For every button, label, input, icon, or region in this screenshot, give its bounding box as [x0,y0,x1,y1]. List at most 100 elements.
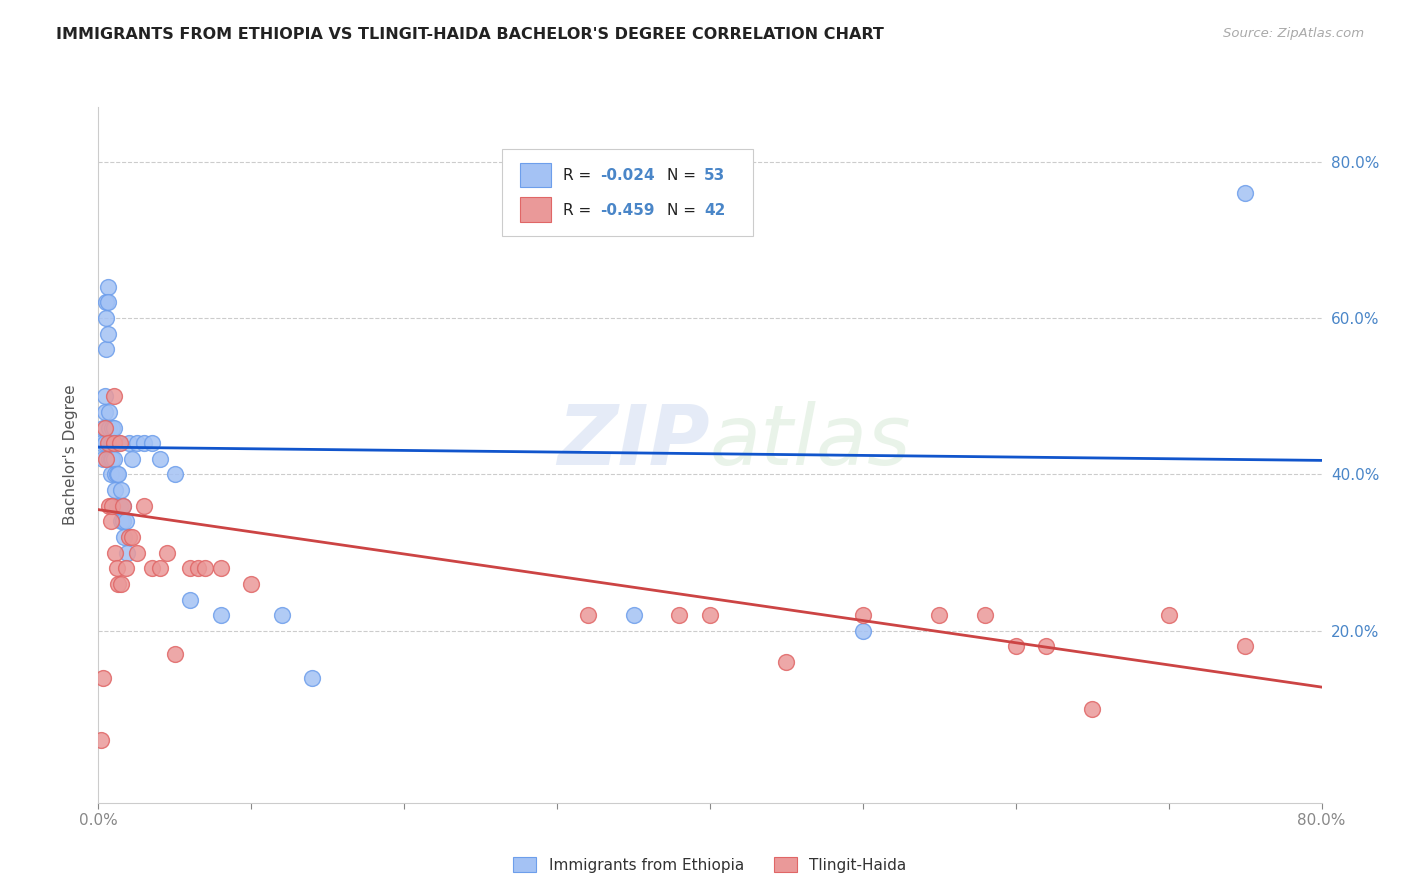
Point [699,608,721,623]
Point [93,389,115,403]
Point [149,561,172,575]
Point [1004,640,1026,654]
Point [156,546,179,560]
Point [121,451,143,466]
Text: IMMIGRANTS FROM ETHIOPIA VS TLINGIT-HAIDA BACHELOR'S DEGREE CORRELATION CHART: IMMIGRANTS FROM ETHIOPIA VS TLINGIT-HAID… [56,27,884,42]
Point [97,436,120,450]
Point [179,561,201,575]
Point [125,546,148,560]
Text: R =: R = [564,168,596,183]
Point [94,295,117,310]
Point [163,647,186,661]
Point [93,436,115,450]
Point [101,436,124,450]
Point [852,624,875,638]
Point [187,561,209,575]
Point [103,436,125,450]
Point [301,671,323,685]
Point [107,436,129,450]
Point [105,499,128,513]
Point [852,608,875,623]
Point [100,514,122,528]
Point [110,514,132,528]
Point [270,608,292,623]
Point [668,608,690,623]
Point [98,436,121,450]
Point [1234,186,1257,200]
Point [107,577,129,591]
Point [90,733,112,747]
Point [111,499,134,513]
Point [163,467,186,482]
Point [1157,608,1180,623]
Text: 42: 42 [704,202,725,218]
Point [103,436,125,450]
Point [179,592,201,607]
Point [141,436,163,450]
Point [101,451,124,466]
Point [775,655,797,669]
Bar [520,197,551,222]
Point [576,608,599,623]
Point [101,420,124,434]
Point [105,561,128,575]
Point [94,343,117,357]
Point [100,451,122,466]
Text: -0.459: -0.459 [600,202,654,218]
Point [194,561,217,575]
Point [98,405,121,419]
Point [209,561,232,575]
Legend: Immigrants from Ethiopia, Tlingit-Haida: Immigrants from Ethiopia, Tlingit-Haida [508,850,912,879]
Point [240,577,263,591]
Point [1234,640,1257,654]
Text: R =: R = [564,202,596,218]
Text: -0.024: -0.024 [600,168,655,183]
Point [115,514,138,528]
Point [100,467,122,482]
Point [111,514,134,528]
Text: ZIP: ZIP [557,401,710,482]
Point [98,451,121,466]
Point [1081,702,1104,716]
Point [117,546,139,560]
Point [1035,640,1057,654]
Point [103,451,125,466]
Point [141,561,163,575]
Point [100,436,122,450]
FancyBboxPatch shape [502,149,752,235]
Text: Source: ZipAtlas.com: Source: ZipAtlas.com [1223,27,1364,40]
Point [110,577,132,591]
Point [209,608,232,623]
Text: 53: 53 [704,168,725,183]
Point [108,499,131,513]
Point [97,280,120,294]
Point [928,608,950,623]
Point [111,499,134,513]
Text: N =: N = [668,168,702,183]
Point [91,420,114,434]
Text: N =: N = [668,202,702,218]
Point [104,546,127,560]
Point [101,499,124,513]
Point [94,451,117,466]
Point [90,436,112,450]
Point [103,389,125,403]
Point [104,467,127,482]
Point [107,467,129,482]
Point [97,326,120,341]
Point [98,499,121,513]
Point [98,420,121,434]
Point [105,467,128,482]
Point [134,499,156,513]
Point [91,451,114,466]
Point [134,436,156,450]
Point [94,311,117,326]
Point [974,608,997,623]
Point [108,436,131,450]
Point [121,530,143,544]
Point [118,436,141,450]
Point [97,295,120,310]
Bar [520,162,551,187]
Point [112,530,135,544]
Point [623,608,645,623]
